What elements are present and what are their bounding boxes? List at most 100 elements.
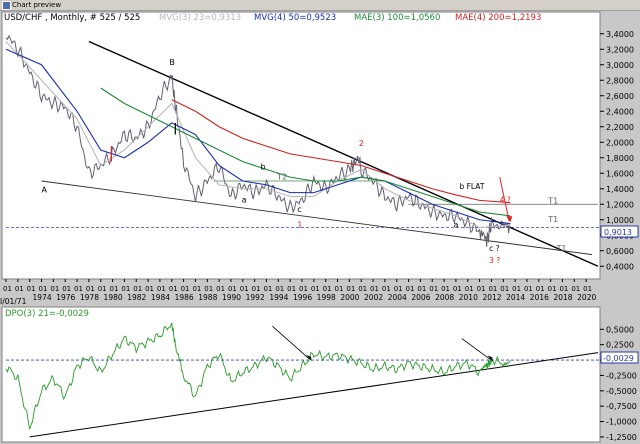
price-badge-box [600, 225, 639, 238]
window-icon [2, 1, 11, 10]
dpo-arrow-1-head [306, 354, 312, 361]
series-line [5, 48, 511, 225]
main-y-tick-label: 1,2000 [606, 200, 634, 209]
legend-item-mae3: MAE(3) 100=1,0560 [354, 13, 440, 23]
dpo-y-tick-label: 0,5000 [606, 325, 634, 334]
dpo-badge-box [600, 351, 639, 364]
x-month-tick-label: 01 [299, 285, 308, 293]
series-line [100, 87, 511, 217]
x-month-tick-label: 01 [228, 285, 237, 293]
x-month-tick-label: 01 [382, 285, 391, 293]
x-month-tick-label: 01 [311, 285, 320, 293]
x-month-tick-label: 01 [358, 285, 367, 293]
main-y-tick-label: 0,6000 [606, 247, 634, 256]
chart-annotation: T1 [547, 196, 558, 205]
chart-annotation: c [297, 205, 301, 214]
main-y-tick-label: 2,0000 [606, 138, 634, 147]
main-y-tick-label: 2,4000 [606, 107, 634, 116]
main-y-tick-label: 3,0000 [606, 61, 634, 70]
arrow-4-head [506, 216, 513, 223]
series-line [5, 34, 511, 247]
chart-annotation: B [169, 58, 175, 67]
x-month-tick-label: 01 [27, 285, 36, 293]
x-month-tick-label: 01 [204, 285, 213, 293]
x-month-tick-label: 01 [536, 285, 545, 293]
x-month-tick-label: 01 [169, 285, 178, 293]
chart-canvas: A Bb a c 1 2 T2 b FLAT 4 ? a c ? 3 ? T1 T1 T1 3,4000 3,… [0, 11, 639, 443]
main-y-tick-label: 3,2000 [606, 45, 634, 54]
x-month-tick-label: 01 [133, 285, 142, 293]
chart-annotation: 2 [359, 139, 364, 148]
x-month-tick-label: 01 [500, 285, 509, 293]
x-year-label: 1992 [246, 293, 265, 302]
chart-annotation: 1 [297, 221, 302, 230]
x-year-label: 2006 [411, 293, 430, 302]
x-month-tick-label: 01 [477, 285, 486, 293]
x-month-tick-label: 01 [263, 285, 272, 293]
x-month-tick-label: 01 [252, 285, 261, 293]
price-badge: 0,9013 [604, 228, 632, 237]
main-y-tick-label: 2,2000 [606, 123, 634, 132]
x-month-tick-label: 01 [571, 285, 580, 293]
x-month-tick-label: 01 [453, 285, 462, 293]
x-month-tick-label: 01 [287, 285, 296, 293]
x-year-label: 1980 [104, 293, 123, 302]
series-line [171, 99, 511, 204]
main-plot-area [1, 11, 601, 280]
x-month-tick-label: 01 [86, 285, 95, 293]
x-month-tick-label: 01 [50, 285, 59, 293]
x-year-label: 1974 [33, 293, 52, 302]
x-month-tick-label: 01 [323, 285, 332, 293]
dpo-plot-area [1, 306, 601, 443]
x-month-tick-label: 01 [15, 285, 24, 293]
dpo-series-line [5, 322, 511, 430]
main-y-tick-label: 1,0000 [606, 216, 634, 225]
x-month-tick-label: 01 [62, 285, 71, 293]
dpo-badge: -0,0029 [603, 354, 634, 363]
series-line [5, 41, 511, 229]
x-month-tick-label: 01 [181, 285, 190, 293]
main-y-tick-label: 1,8000 [606, 154, 634, 163]
legend-item-mvg4: MVG(4) 50=0,9523 [254, 13, 336, 23]
x-year-label: 2004 [388, 293, 407, 302]
x-month-tick-label: 01 [488, 285, 497, 293]
dpo-y-tick-label: 0,2500 [606, 341, 634, 350]
upper-trendline [88, 40, 599, 267]
chart-annotation: b FLAT [459, 182, 484, 191]
window-title: Chart preview [12, 1, 62, 9]
chart-annotation: T2 [276, 172, 287, 181]
x-month-tick-label: 01 [406, 285, 415, 293]
x-month-tick-label: 01 [465, 285, 474, 293]
x-year-label: 2008 [435, 293, 454, 302]
chart-annotation: 3 ? [489, 256, 500, 265]
x-year-label: 1978 [80, 293, 99, 302]
x-month-tick-label: 01 [192, 285, 201, 293]
x-year-label: 1990 [222, 293, 241, 302]
x-month-tick-label: 01 [157, 285, 166, 293]
x-year-label: 2010 [459, 293, 478, 302]
x-start-label: I/01/71 [0, 297, 27, 306]
dpo-arrow-1-line [272, 325, 310, 360]
x-month-tick-label: 01 [394, 285, 403, 293]
main-y-tick-label: 2,8000 [606, 76, 634, 85]
chart-annotation: 4 ? [500, 196, 511, 205]
dpo-arrow-2-line [461, 338, 491, 360]
chart-annotation: c ? [489, 244, 500, 253]
x-year-label: 1988 [198, 293, 217, 302]
chart-annotation: T1 [547, 215, 558, 224]
x-month-tick-label: 01 [583, 285, 592, 293]
x-year-label: 2002 [364, 293, 383, 302]
dpo-y-tick-label: -0,5000 [606, 387, 637, 396]
x-month-tick-label: 01 [74, 285, 83, 293]
x-month-tick-label: 01 [39, 285, 48, 293]
main-y-tick-label: 2,6000 [606, 92, 634, 101]
x-year-label: 2018 [553, 293, 572, 302]
x-month-tick-label: 01 [145, 285, 154, 293]
x-month-tick-label: 01 [240, 285, 249, 293]
lower-trendline [41, 180, 593, 256]
window-titlebar[interactable]: Chart preview [0, 0, 640, 11]
dpo-arrow-2-head [487, 355, 493, 362]
x-month-tick-label: 01 [335, 285, 344, 293]
main-y-tick-label: 1,4000 [606, 185, 634, 194]
